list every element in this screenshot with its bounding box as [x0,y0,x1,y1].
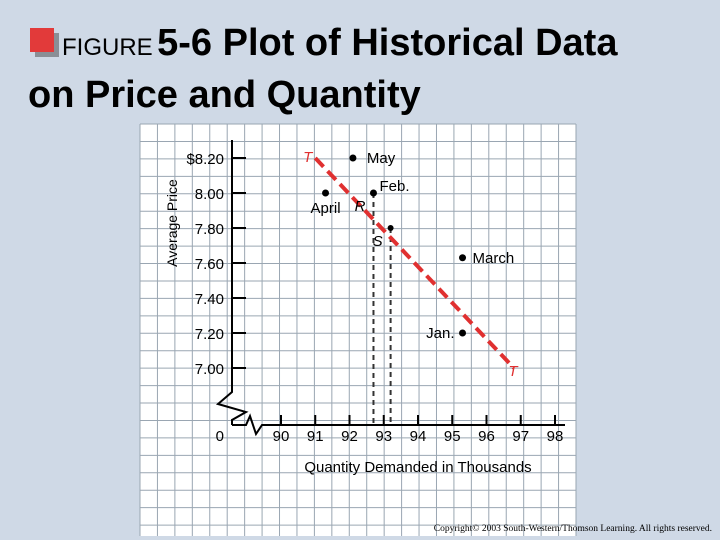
data-point [459,254,467,262]
marker-label: S [373,233,383,250]
y-tick-label: 7.00 [195,361,224,378]
x-tick-label: 92 [341,428,358,445]
y-tick-label: 7.60 [195,256,224,273]
title-line-2: on Price and Quantity [28,74,421,116]
origin-label: 0 [216,428,224,445]
y-axis-title: Average Price [164,179,180,267]
x-tick-label: 90 [273,428,290,445]
figure-title: 5-6 Plot of Historical Data [157,22,618,64]
marker-point [370,190,377,196]
y-tick-label: 7.80 [195,221,224,238]
data-point-label: April [311,200,341,217]
title-banner: FIGURE 5-6 Plot of Historical Data on Pr… [0,14,720,116]
data-point [459,329,467,337]
x-axis-line [232,413,565,437]
figure-word: FIGURE [62,34,153,61]
data-point-label: Feb. [379,178,409,195]
marker-label: R [355,198,366,215]
data-point-label: Jan. [426,325,454,342]
x-axis-title: Quantity Demanded in Thousands [304,459,531,476]
x-tick-label: 97 [512,428,529,445]
demand-line-label-bottom: T [508,363,519,380]
data-point [349,154,357,162]
x-tick-label: 91 [307,428,324,445]
data-point-label: May [367,150,396,167]
x-tick-label: 94 [410,428,427,445]
x-tick-label: 93 [375,428,392,445]
plot-area [140,124,576,536]
title-bullet [30,28,54,52]
y-tick-label: 7.40 [195,291,224,308]
demand-line [313,156,516,370]
y-tick-label: $8.20 [186,151,224,168]
x-tick-label: 95 [444,428,461,445]
x-tick-label: 98 [547,428,564,445]
data-point [322,189,330,197]
demand-line-label-top: T [303,149,314,166]
copyright-notice: Copyright© 2003 South-Western/Thomson Le… [433,524,712,534]
grid [139,123,577,536]
y-axis-break [215,378,249,425]
title-line-1: FIGURE 5-6 Plot of Historical Data [62,22,617,65]
x-tick-label: 96 [478,428,495,445]
y-tick-label: 8.00 [195,186,224,203]
data-point-label: March [473,250,515,267]
y-tick-label: 7.20 [195,326,224,343]
marker-point [387,225,394,231]
